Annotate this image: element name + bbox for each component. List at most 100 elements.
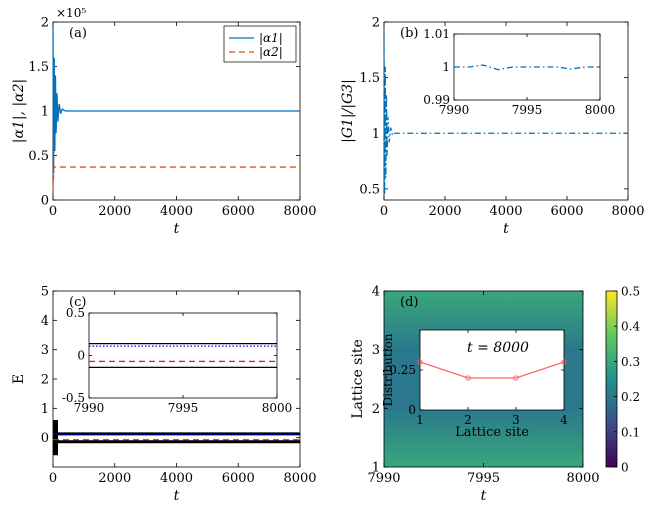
y-tick-label: 3 <box>372 343 380 358</box>
legend-box <box>223 25 297 63</box>
series-line <box>52 26 300 174</box>
panel-b-inset: 7990 7995 8000 0.99 1 1.01 <box>423 27 615 117</box>
x-tick-label: 8000 <box>585 103 616 117</box>
y-tick-label: 1.5 <box>359 71 380 86</box>
x-tick-label: 3 <box>512 413 520 427</box>
panel-b-inset-frame <box>453 33 601 101</box>
panel-d-axes: 7990 7995 8000 1 2 3 4 (d) t Lattice site <box>350 285 600 504</box>
x-tick-label: 7995 <box>168 401 199 415</box>
y-tick-label: -0.5 <box>62 391 85 405</box>
transient-burst <box>53 420 58 456</box>
colorbar-tick-label: 0.2 <box>621 390 640 404</box>
series-line <box>52 166 300 192</box>
x-tick-label: 4 <box>560 413 568 427</box>
x-tick-label: 0 <box>49 204 57 219</box>
legend-entry: |α1| <box>259 31 283 45</box>
panel-b-axes: 0 2000 4000 6000 8000 0.5 1 1.5 2 (b) t |G1|/|G3| <box>340 16 645 237</box>
y-tick-label: 0 <box>408 403 416 417</box>
x-tick-label: 4000 <box>160 471 193 486</box>
x-tick-label: 6000 <box>222 204 255 219</box>
x-tick-label: 8000 <box>566 471 599 486</box>
x-axis-label: t <box>174 488 180 504</box>
y-tick-label: 2 <box>372 16 380 31</box>
panel-c-inset-frame <box>88 312 278 399</box>
y-tick-label: 3 <box>41 343 49 358</box>
x-tick-label: 2000 <box>98 204 131 219</box>
legend: |α1||α2| <box>223 25 297 63</box>
y-tick-label: 1 <box>372 127 380 142</box>
colorbar-tick-label: 0 <box>621 461 629 475</box>
panel-label-c: (c) <box>69 295 86 310</box>
y-tick-label: 2 <box>41 373 49 388</box>
inset-y-label: Distribution <box>381 333 395 406</box>
panel-label-b: (b) <box>400 26 418 41</box>
y-tick-label: 1 <box>41 105 49 120</box>
y-tick-label: 4 <box>372 285 380 300</box>
inset-distribution-line <box>419 361 565 379</box>
panel-d-inset: 1 2 3 4 0 0.25 t = 8000 Lattice site Distributio… <box>381 329 568 440</box>
x-tick-label: 7990 <box>439 103 470 117</box>
y-tick-label: 0 <box>41 194 49 209</box>
y-tick-label: 0.5 <box>28 149 49 164</box>
legend-entry: |α2| <box>259 45 283 59</box>
x-axis-label: t <box>174 221 180 237</box>
y-tick-label: 5 <box>41 285 49 300</box>
x-tick-label: 2000 <box>428 204 461 219</box>
x-axis-label: t <box>503 221 509 237</box>
x-tick-label: 6000 <box>222 471 255 486</box>
x-tick-label: 2000 <box>98 471 131 486</box>
y-tick-label: 2 <box>41 16 49 31</box>
x-tick-label: 2 <box>464 413 472 427</box>
y-axis-label: E <box>11 374 27 384</box>
colorbar-tick-label: 0.1 <box>621 425 640 439</box>
y-tick-label: 0.25 <box>389 363 416 377</box>
y-tick-label: 0.5 <box>359 182 380 197</box>
y-axis-label: |G1|/|G3| <box>340 79 356 143</box>
x-tick-label: 6000 <box>550 204 583 219</box>
y-tick-label: 0.99 <box>423 93 450 107</box>
y-tick-label: 0 <box>41 431 49 446</box>
inset-series-line <box>454 64 600 71</box>
panel-c-axes: 0 2000 4000 6000 8000 0 1 2 3 4 5 (c) t E <box>11 285 317 504</box>
exponent-label: ×10⁵ <box>56 6 86 20</box>
x-axis-label: t <box>481 488 487 504</box>
x-tick-label: 7995 <box>512 103 543 117</box>
x-tick-label: 8000 <box>283 204 316 219</box>
y-tick-label: 1.5 <box>28 60 49 75</box>
series-line <box>383 33 628 195</box>
data-point <box>465 375 471 381</box>
colorbar-tick-label: 0.3 <box>621 355 640 369</box>
panel-a-axes: 0 2000 4000 6000 8000 0 0.5 1 1.5 2 (a) ×10⁵ t |α1|, … <box>11 6 317 237</box>
inset-x-label: Lattice site <box>455 425 529 440</box>
data-point <box>561 359 567 365</box>
x-tick-label: 8000 <box>283 471 316 486</box>
x-tick-label: 1 <box>416 413 424 427</box>
x-tick-label: 8000 <box>262 401 293 415</box>
x-tick-label: 0 <box>380 204 388 219</box>
y-tick-label: 1 <box>442 60 450 74</box>
colorbar-bar <box>605 290 618 468</box>
data-point <box>417 359 423 365</box>
x-tick-label: 4000 <box>160 204 193 219</box>
y-tick-label: 1 <box>41 402 49 417</box>
panel-c-inset: 7990 7995 8000 -0.5 0 0.5 <box>62 306 292 415</box>
y-tick-label: 1 <box>372 461 380 476</box>
x-tick-label: 4000 <box>489 204 522 219</box>
y-tick-label: 1.01 <box>423 27 450 41</box>
x-tick-label: 7990 <box>367 471 400 486</box>
x-tick-label: 0 <box>49 471 57 486</box>
panel-label-d: (d) <box>400 295 418 310</box>
x-tick-label: 7990 <box>74 401 105 415</box>
y-tick-label: 2 <box>372 402 380 417</box>
data-point <box>513 375 519 381</box>
x-tick-label: 8000 <box>611 204 644 219</box>
inset-annotation: t = 8000 <box>467 340 529 356</box>
x-tick-label: 7995 <box>467 471 500 486</box>
y-tick-label: 0.5 <box>66 306 85 320</box>
colorbar: 0 0.1 0.2 0.3 0.4 0.5 <box>605 285 640 475</box>
colorbar-tick-label: 0.4 <box>621 320 640 334</box>
y-axis-label: |α1|, |α2| <box>11 79 27 144</box>
y-tick-label: 0 <box>77 349 85 363</box>
panel-label-a: (a) <box>69 26 87 41</box>
